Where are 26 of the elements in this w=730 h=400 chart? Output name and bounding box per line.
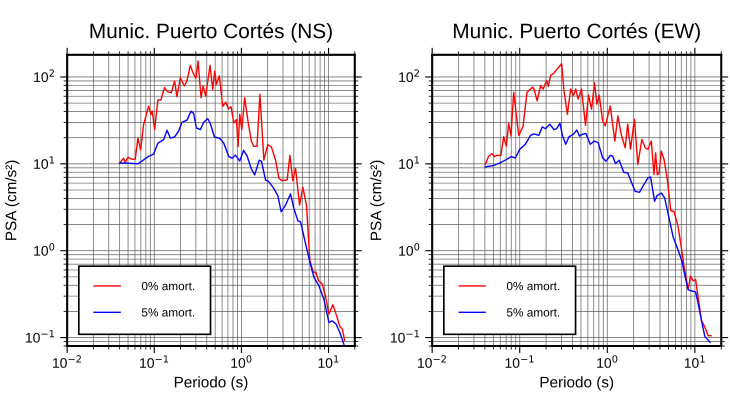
y-tick-label: 10$^{−1}$ bbox=[26, 330, 54, 343]
x-axis-title: Periodo (s) bbox=[174, 376, 248, 391]
y-tick-label: 10$^{0}$ bbox=[34, 243, 54, 256]
x-tick-label: 10$^{1}$ bbox=[318, 355, 338, 368]
x-tick-label: 10$^{−2}$ bbox=[53, 355, 81, 368]
x-tick-label: 10$^{−2}$ bbox=[418, 355, 446, 368]
x-tick-label: 10$^{−1}$ bbox=[140, 355, 168, 368]
legend-label: 5% amort. bbox=[142, 308, 194, 317]
chart-title: Munic. Puerto Cortés (NS) bbox=[90, 22, 332, 42]
x-tick-label: 10$^{1}$ bbox=[684, 355, 705, 368]
y-tick-label: 10$^{1}$ bbox=[34, 156, 54, 169]
y-tick-label: 10$^{2}$ bbox=[399, 69, 419, 82]
x-axis-title: Periodo (s) bbox=[540, 376, 614, 391]
chart-title: Munic. Puerto Cortés (EW) bbox=[454, 22, 700, 42]
y-axis-title: PSA (cm/s²) bbox=[370, 160, 384, 240]
legend-label: 5% amort. bbox=[506, 308, 560, 317]
y-axis-title: PSA (cm/s²) bbox=[5, 160, 20, 240]
legend-label: 0% amort. bbox=[506, 282, 560, 290]
y-tick-label: 10$^{0}$ bbox=[399, 243, 420, 256]
y-tick-label: 10$^{−1}$ bbox=[390, 330, 419, 343]
x-tick-label: 10$^{0}$ bbox=[231, 355, 252, 368]
y-tick-label: 10$^{2}$ bbox=[34, 69, 54, 82]
x-tick-label: 10$^{−1}$ bbox=[506, 355, 534, 368]
x-tick-label: 10$^{0}$ bbox=[597, 355, 618, 368]
y-tick-label: 10$^{1}$ bbox=[399, 156, 419, 169]
legend-label: 0% amort. bbox=[142, 282, 194, 290]
